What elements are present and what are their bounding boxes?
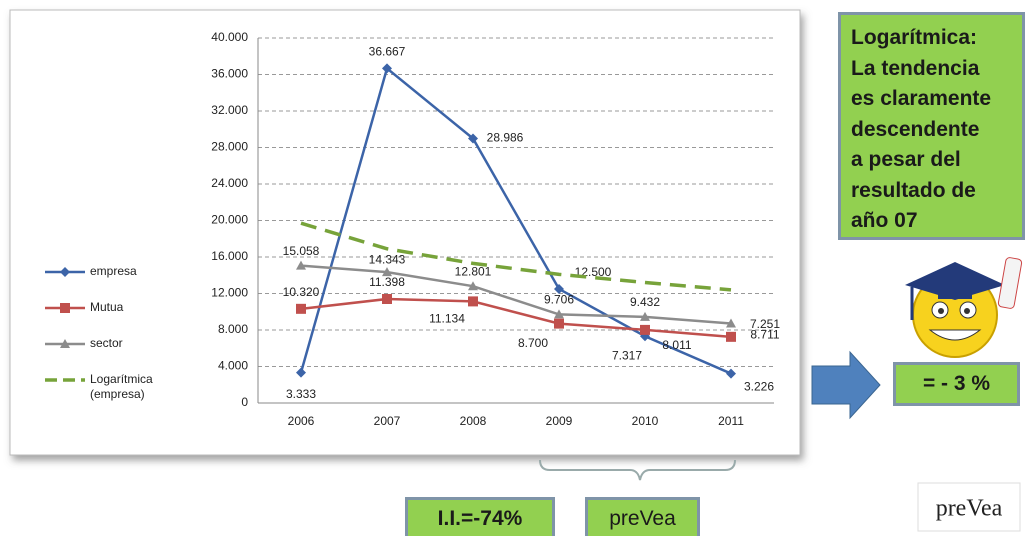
marker: [726, 332, 736, 342]
result-box: = - 3 %: [893, 362, 1020, 406]
callout-line: Logarítmica:: [851, 23, 1012, 54]
data-label: 11.398: [369, 275, 405, 289]
callout: Logarítmica: La tendencia es claramente …: [838, 12, 1025, 240]
y-tick-label: 24.000: [211, 176, 248, 190]
x-tick-label: 2011: [718, 414, 744, 428]
data-label: 3.333: [286, 387, 316, 401]
data-label: 11.134: [429, 312, 465, 326]
callout-line: es claramente: [851, 84, 1012, 115]
marker: [382, 294, 392, 304]
data-label: 14.343: [369, 252, 406, 266]
data-label: 8.700: [518, 336, 548, 350]
marker: [640, 325, 650, 335]
data-label: 9.432: [630, 295, 660, 309]
data-label: 28.986: [487, 131, 524, 145]
data-label: 36.667: [369, 45, 406, 59]
legend-label: empresa: [90, 264, 137, 278]
x-tick-label: 2008: [460, 414, 487, 428]
smiley-icon: [905, 257, 1022, 357]
marker: [296, 304, 306, 314]
data-label: 8.011: [662, 338, 691, 352]
y-tick-label: 36.000: [211, 67, 248, 81]
y-tick-label: 0: [241, 395, 248, 409]
data-label: 15.058: [283, 244, 320, 258]
y-tick-label: 4.000: [218, 359, 248, 373]
data-label: 10.320: [283, 285, 320, 299]
callout-line: La tendencia: [851, 54, 1012, 85]
y-tick-label: 28.000: [211, 140, 248, 154]
arrow: [812, 352, 880, 418]
x-tick-label: 2007: [374, 414, 401, 428]
y-tick-label: 12.000: [211, 286, 248, 300]
marker: [60, 303, 70, 313]
logo: preVea: [918, 483, 1020, 531]
legend-label: Mutua: [90, 300, 124, 314]
callout-line: a pesar del: [851, 145, 1012, 176]
bracket: [540, 460, 735, 480]
callout-line: año 07: [851, 206, 1012, 237]
y-tick-label: 40.000: [211, 30, 248, 44]
data-label: 3.226: [744, 380, 774, 394]
x-tick-label: 2009: [546, 414, 573, 428]
marker: [554, 319, 564, 329]
y-tick-label: 16.000: [211, 249, 248, 263]
data-label: 7.317: [612, 348, 642, 362]
logo-text: preVea: [936, 496, 1003, 522]
data-label: 9.706: [544, 293, 574, 307]
y-tick-label: 32.000: [211, 103, 248, 117]
index-box: I.I.=-74%: [405, 497, 555, 536]
brand-box: preVea: [585, 497, 700, 536]
legend-label: Logarítmica(empresa): [90, 372, 153, 401]
callout-line: descendente: [851, 115, 1012, 146]
marker: [468, 296, 478, 306]
callout-line: resultado de: [851, 176, 1012, 207]
legend-label: sector: [90, 336, 123, 350]
data-label: 8.711: [750, 328, 779, 342]
x-tick-label: 2010: [632, 414, 659, 428]
x-tick-label: 2006: [288, 414, 315, 428]
slide: preVea 0 4.000 8.000 12.000 16.000 20.000 24.0…: [0, 0, 1025, 536]
y-tick-label: 20.000: [211, 213, 248, 227]
y-tick-label: 8.000: [218, 322, 248, 336]
